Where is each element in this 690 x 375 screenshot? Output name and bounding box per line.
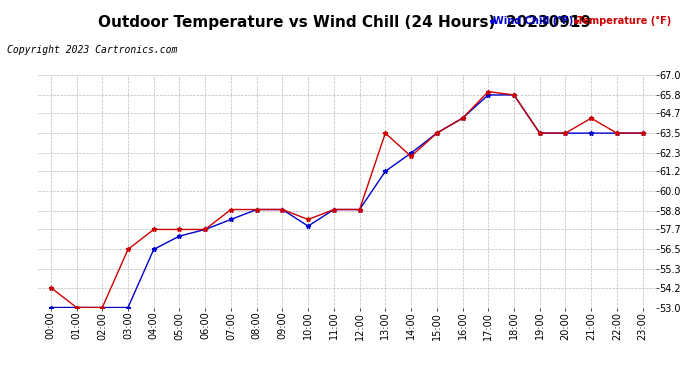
Wind Chill (°F) (72, 305, 81, 310)
Temperature (°F) (407, 154, 415, 159)
Text: Copyright 2023 Cartronics.com: Copyright 2023 Cartronics.com (7, 45, 177, 55)
Temperature (°F) (98, 305, 106, 310)
Wind Chill (°F) (561, 131, 569, 135)
Wind Chill (°F) (278, 207, 286, 212)
Temperature (°F) (201, 227, 209, 232)
Temperature (°F) (227, 207, 235, 212)
Temperature (°F) (253, 207, 261, 212)
Wind Chill (°F) (510, 93, 518, 97)
Temperature (°F) (458, 116, 466, 120)
Temperature (°F) (587, 116, 595, 120)
Temperature (°F) (304, 217, 313, 222)
Temperature (°F) (150, 227, 158, 232)
Line: Temperature (°F): Temperature (°F) (48, 89, 645, 310)
Wind Chill (°F) (150, 247, 158, 252)
Wind Chill (°F) (433, 131, 441, 135)
Wind Chill (°F) (613, 131, 621, 135)
Wind Chill (°F) (458, 116, 466, 120)
Wind Chill (°F) (47, 305, 55, 310)
Temperature (°F) (535, 131, 544, 135)
Wind Chill (°F) (124, 305, 132, 310)
Wind Chill (°F) (587, 131, 595, 135)
Wind Chill (°F) (227, 217, 235, 222)
Temperature (°F) (638, 131, 647, 135)
Wind Chill (°F) (330, 207, 338, 212)
Wind Chill (°F) (304, 224, 313, 228)
Wind Chill (°F) (355, 207, 364, 212)
Temperature (°F) (278, 207, 286, 212)
Temperature (°F) (175, 227, 184, 232)
Wind Chill (°F) (638, 131, 647, 135)
Text: Outdoor Temperature vs Wind Chill (24 Hours)  20230919: Outdoor Temperature vs Wind Chill (24 Ho… (99, 15, 591, 30)
Temperature (°F) (613, 131, 621, 135)
Temperature (°F) (355, 207, 364, 212)
Wind Chill (°F) (407, 151, 415, 155)
Wind Chill (°F) (535, 131, 544, 135)
Temperature (°F) (561, 131, 569, 135)
Temperature (°F) (433, 131, 441, 135)
Wind Chill (°F) (175, 234, 184, 238)
Temperature (°F) (330, 207, 338, 212)
Line: Wind Chill (°F): Wind Chill (°F) (48, 93, 645, 310)
Wind Chill (°F) (201, 227, 209, 232)
Temperature (°F) (510, 93, 518, 97)
Temperature (°F) (47, 285, 55, 290)
Temperature (°F) (484, 89, 493, 94)
Wind Chill (°F) (484, 93, 493, 97)
Wind Chill (°F) (253, 207, 261, 212)
Wind Chill (°F) (381, 169, 389, 174)
Temperature (°F) (381, 131, 389, 135)
Temperature (°F) (124, 247, 132, 252)
Wind Chill (°F) (98, 305, 106, 310)
Legend: Wind Chill (°F), Temperature (°F): Wind Chill (°F), Temperature (°F) (492, 16, 671, 26)
Temperature (°F) (72, 305, 81, 310)
